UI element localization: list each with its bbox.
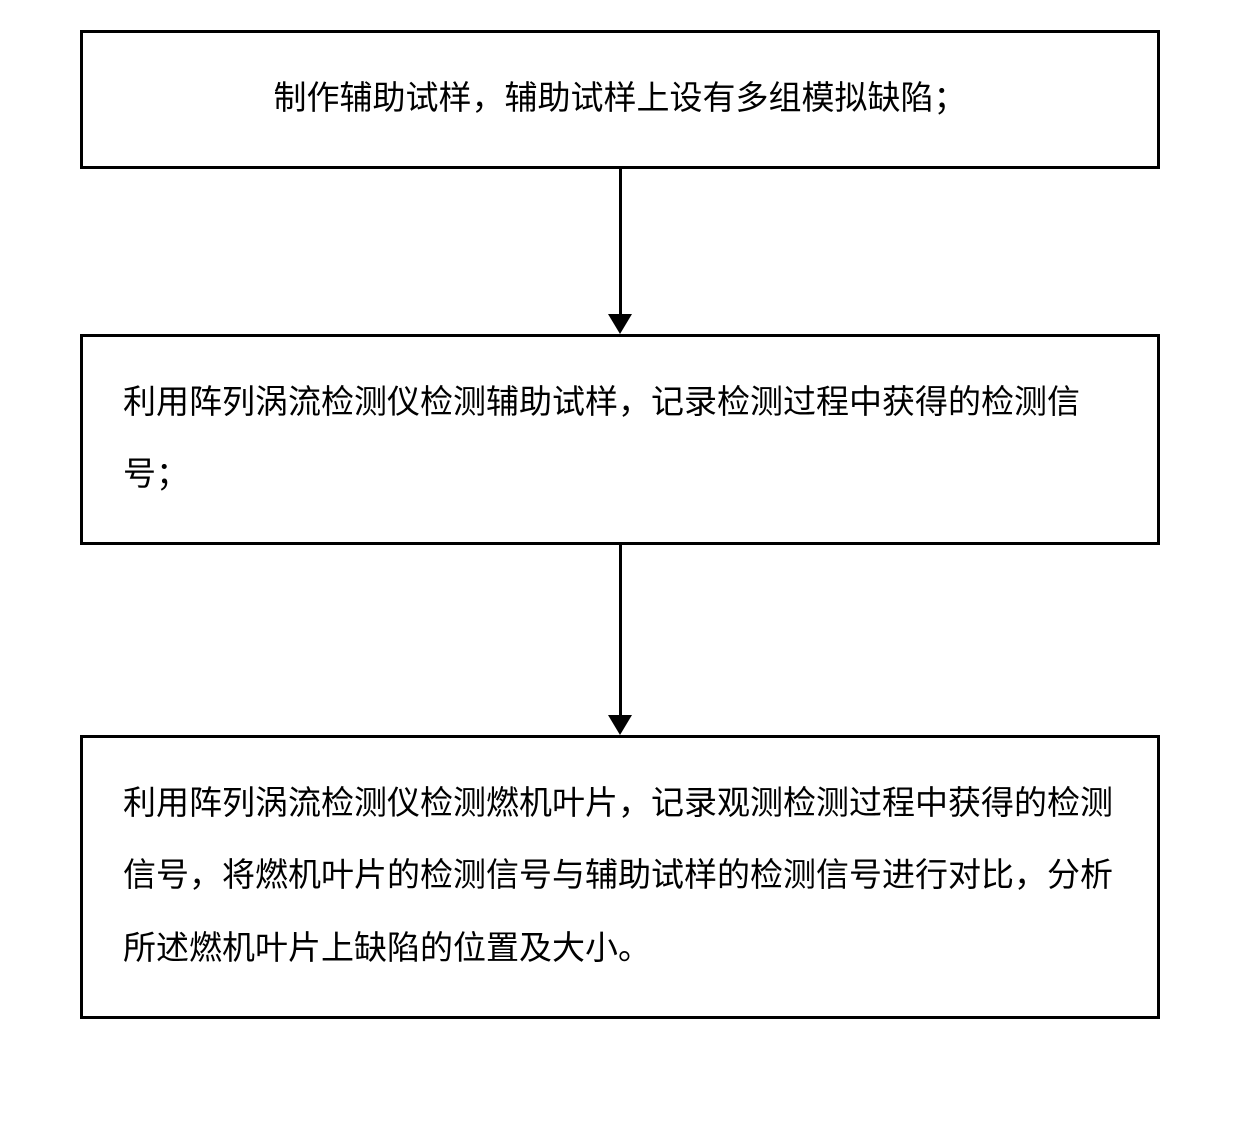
arrow-head-icon xyxy=(608,314,632,334)
arrow-line xyxy=(619,545,622,715)
step3-text: 利用阵列涡流检测仪检测燃机叶片，记录观测检测过程中获得的检测信号，将燃机叶片的检… xyxy=(123,786,1113,967)
step2-text: 利用阵列涡流检测仪检测辅助试样，记录检测过程中获得的检测信号； xyxy=(123,385,1080,494)
flowchart-step-2: 利用阵列涡流检测仪检测辅助试样，记录检测过程中获得的检测信号； xyxy=(80,334,1160,545)
flowchart-step-3: 利用阵列涡流检测仪检测燃机叶片，记录观测检测过程中获得的检测信号，将燃机叶片的检… xyxy=(80,735,1160,1019)
step1-text: 制作辅助试样，辅助试样上设有多组模拟缺陷； xyxy=(274,81,967,117)
arrow-line xyxy=(619,169,622,314)
arrow-1 xyxy=(608,169,632,334)
flowchart-step-1: 制作辅助试样，辅助试样上设有多组模拟缺陷； xyxy=(80,30,1160,169)
arrow-head-icon xyxy=(608,715,632,735)
arrow-2 xyxy=(608,545,632,735)
